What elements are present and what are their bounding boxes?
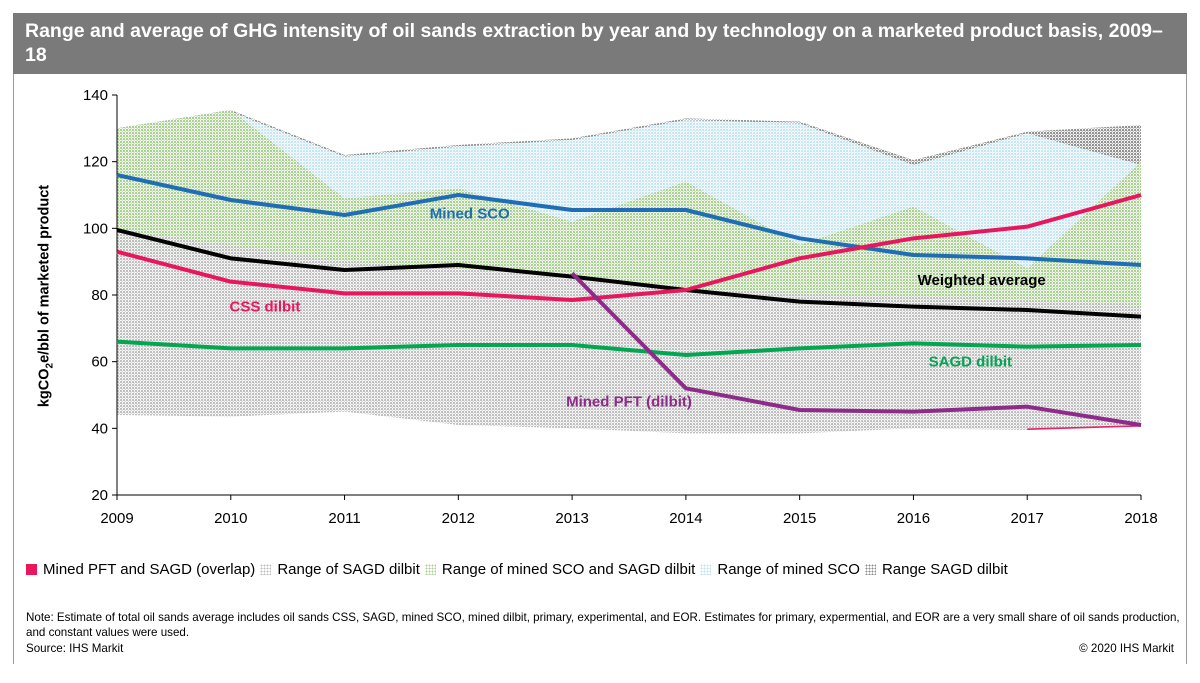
x-tick-label: 2013 — [555, 510, 588, 527]
legend-label: Range of mined SCO and SAGD dilbit — [441, 561, 696, 578]
legend-label: Range SAGD dilbit — [881, 561, 1008, 578]
series-line-css-dilbit — [116, 193, 1142, 302]
legend-item-range-of-mined-sco: Range of mined SCO — [700, 561, 860, 578]
legend-swatch — [260, 564, 272, 575]
legend-swatch — [700, 564, 712, 575]
x-tick-label: 2016 — [897, 510, 930, 527]
series-line-mined-sco — [116, 173, 1142, 267]
series-line-weighted-average — [116, 228, 1142, 319]
series-line-sagd-dilbit — [116, 339, 1142, 357]
x-tick-label: 2010 — [214, 510, 247, 527]
annotation-mined-pft-dilbit: Mined PFT (dilbit) — [566, 394, 692, 411]
range-area-mined-pft-and-sagd-overlap — [1027, 425, 1141, 430]
legend-swatch — [424, 564, 436, 575]
legend-item-range-of-sagd-dilbit: Range of SAGD dilbit — [260, 561, 420, 578]
source-text: Source: IHS Markit — [26, 642, 124, 655]
x-tick-label: 2014 — [669, 510, 702, 527]
chart-frame — [13, 74, 1187, 664]
chart-title: Range and average of GHG intensity of oi… — [25, 20, 1163, 66]
chart-header: Range and average of GHG intensity of oi… — [13, 13, 1187, 74]
legend-item-range-sagd-dilbit: Range SAGD dilbit — [864, 561, 1008, 578]
series-annotations: Mined SCO Weighted average CSS dilbit SAGD … — [229, 205, 1045, 410]
legend-swatch — [26, 564, 37, 575]
range-area-range-sagd-dilbit — [117, 110, 1141, 165]
annotation-weighted-average: Weighted average — [918, 272, 1046, 289]
annotation-css-dilbit: CSS dilbit — [229, 299, 300, 316]
y-tick-label: 60 — [91, 354, 108, 371]
x-tick-label: 2017 — [1011, 510, 1044, 527]
y-tick-label: 100 — [83, 220, 108, 237]
y-tick-label: 20 — [91, 487, 108, 504]
x-tick-label: 2011 — [328, 510, 360, 527]
y-tick-label: 120 — [83, 154, 108, 171]
legend-swatch — [864, 564, 876, 575]
x-tick-label: 2009 — [100, 510, 133, 527]
series-lines — [116, 173, 1142, 427]
series-line-mined-pft-dilbit — [570, 271, 1142, 427]
y-tick-label: 40 — [91, 420, 108, 437]
legend: Mined PFT and SAGD (overlap) Range of SAG… — [26, 561, 1013, 578]
legend-label: Range of mined SCO — [717, 561, 860, 578]
legend-item-mined-pft-and-sagd-overlap: Mined PFT and SAGD (overlap) — [26, 561, 255, 578]
legend-item-range-of-mined-sco-and-sagd-dilbit: Range of mined SCO and SAGD dilbit — [424, 561, 696, 578]
annotation-sagd-dilbit: SAGD dilbit — [929, 354, 1012, 371]
x-tick-label: 2018 — [1124, 510, 1157, 527]
annotation-mined-sco: Mined SCO — [430, 205, 510, 222]
y-tick-label: 140 — [83, 87, 108, 104]
y-axis-label: kgCO2e/bbl of marketed product — [36, 184, 56, 408]
legend-label: Range of SAGD dilbit — [277, 561, 420, 578]
legend-label: Mined PFT and SAGD (overlap) — [43, 561, 256, 578]
axes: 20 40 60 80 100 120 140 2009 2010 2011 2012 2013 201… — [83, 87, 1158, 527]
x-tick-label: 2012 — [442, 510, 475, 527]
y-tick-label: 80 — [91, 287, 108, 304]
copyright-text: © 2020 IHS Markit — [1079, 642, 1174, 655]
x-tick-label: 2015 — [783, 510, 816, 527]
footnote: Note: Estimate of total oil sands averag… — [26, 611, 1180, 639]
